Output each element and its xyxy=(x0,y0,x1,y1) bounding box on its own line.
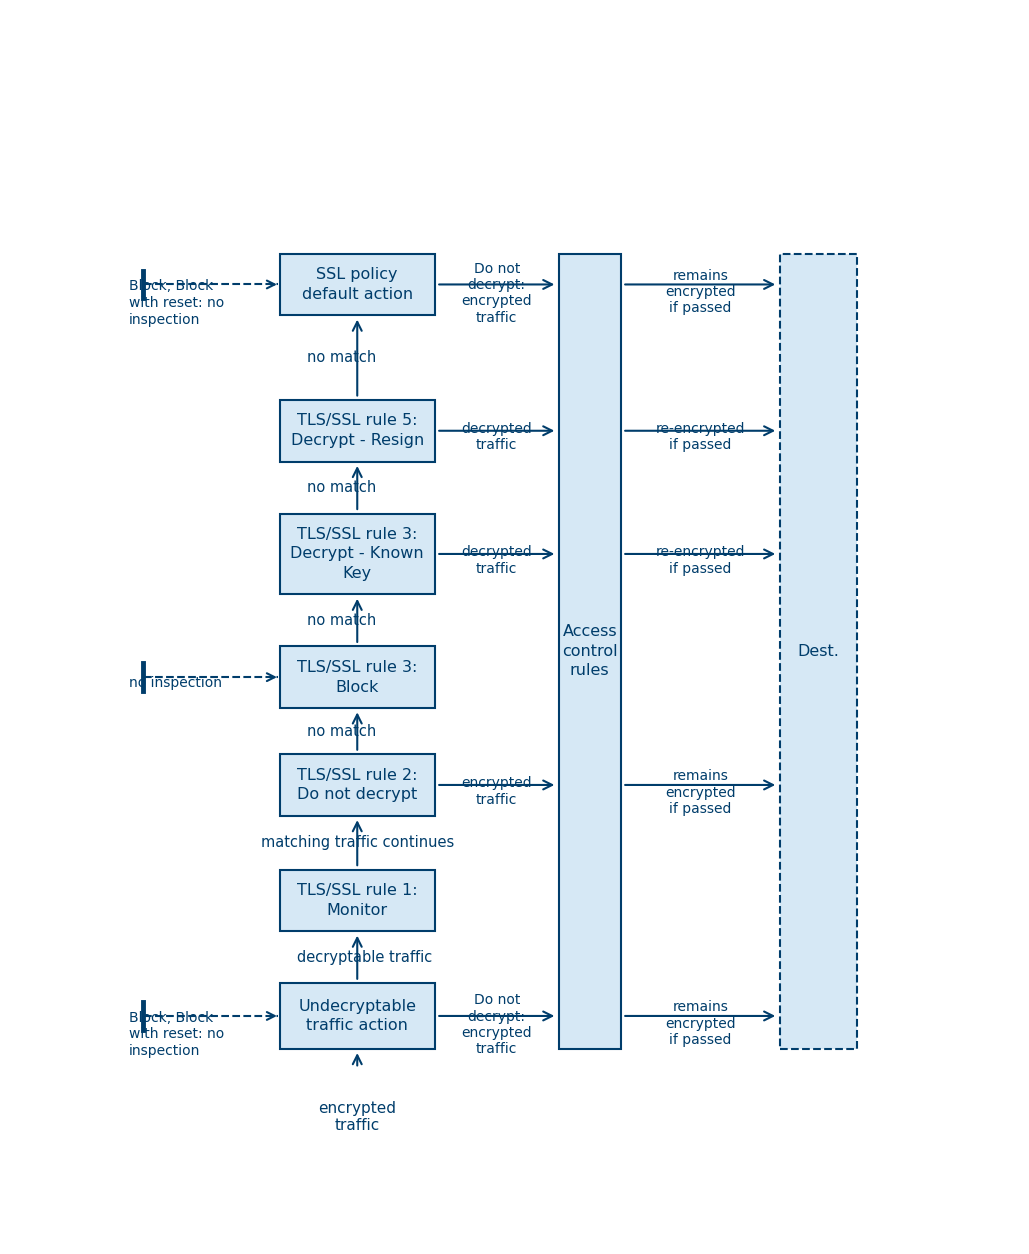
Text: Block, Block
with reset: no
inspection: Block, Block with reset: no inspection xyxy=(129,280,224,327)
Text: TLS/SSL rule 5:
Decrypt - Resign: TLS/SSL rule 5: Decrypt - Resign xyxy=(290,414,424,448)
Text: decryptable traffic: decryptable traffic xyxy=(297,949,432,964)
Text: no match: no match xyxy=(307,480,377,495)
FancyBboxPatch shape xyxy=(280,514,434,594)
Text: no inspection: no inspection xyxy=(129,676,221,690)
Text: decrypted
traffic: decrypted traffic xyxy=(461,545,532,576)
Text: Do not
decrypt:
encrypted
traffic: Do not decrypt: encrypted traffic xyxy=(461,262,532,325)
Text: no match: no match xyxy=(307,613,377,628)
Text: re-encrypted
if passed: re-encrypted if passed xyxy=(655,423,745,453)
Text: Undecryptable
traffic action: Undecryptable traffic action xyxy=(298,998,417,1033)
Text: SSL policy
default action: SSL policy default action xyxy=(301,267,413,302)
Text: TLS/SSL rule 1:
Monitor: TLS/SSL rule 1: Monitor xyxy=(297,883,418,918)
FancyBboxPatch shape xyxy=(780,253,857,1048)
Text: matching traffic continues: matching traffic continues xyxy=(260,835,454,850)
Text: re-encrypted
if passed: re-encrypted if passed xyxy=(655,545,745,576)
Text: Block, Block
with reset: no
inspection: Block, Block with reset: no inspection xyxy=(129,1011,224,1058)
FancyBboxPatch shape xyxy=(280,253,434,315)
Text: remains
encrypted
if passed: remains encrypted if passed xyxy=(665,268,736,315)
FancyBboxPatch shape xyxy=(280,646,434,709)
Text: TLS/SSL rule 3:
Decrypt - Known
Key: TLS/SSL rule 3: Decrypt - Known Key xyxy=(290,527,424,582)
Text: encrypted
traffic: encrypted traffic xyxy=(461,776,532,806)
Text: remains
encrypted
if passed: remains encrypted if passed xyxy=(665,1001,736,1047)
FancyBboxPatch shape xyxy=(280,983,434,1048)
Text: Access
control
rules: Access control rules xyxy=(562,624,617,678)
Text: TLS/SSL rule 3:
Block: TLS/SSL rule 3: Block xyxy=(297,660,418,695)
Text: TLS/SSL rule 2:
Do not decrypt: TLS/SSL rule 2: Do not decrypt xyxy=(297,767,418,803)
Text: remains
encrypted
if passed: remains encrypted if passed xyxy=(665,770,736,816)
Text: no match: no match xyxy=(307,350,377,365)
FancyBboxPatch shape xyxy=(559,253,620,1048)
Text: Dest.: Dest. xyxy=(797,643,840,658)
Text: Do not
decrypt:
encrypted
traffic: Do not decrypt: encrypted traffic xyxy=(461,993,532,1056)
FancyBboxPatch shape xyxy=(280,870,434,932)
FancyBboxPatch shape xyxy=(280,754,434,816)
FancyBboxPatch shape xyxy=(280,400,434,461)
Text: decrypted
traffic: decrypted traffic xyxy=(461,423,532,453)
Text: no match: no match xyxy=(307,724,377,739)
Text: encrypted
traffic: encrypted traffic xyxy=(318,1101,396,1134)
